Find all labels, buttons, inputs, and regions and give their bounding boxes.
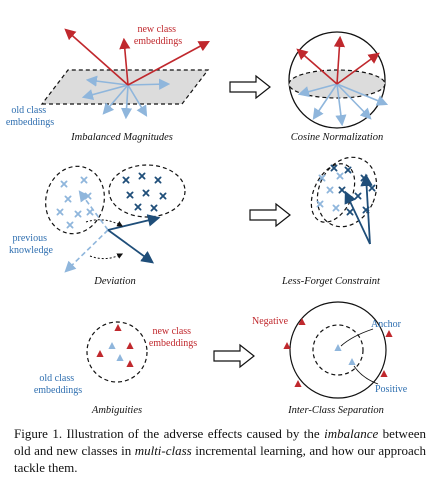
deviated-arrows <box>107 214 161 264</box>
caption-mid: between old and new classes in <box>14 426 426 458</box>
new-class-label-ambiguity: new class embeddings <box>149 326 197 349</box>
annotation-leaders <box>340 328 379 385</box>
previous-knowledge-arrows <box>64 190 109 273</box>
new-class-label: new class embeddings <box>134 24 182 47</box>
panel-cosine-normalization: Cosine Normalization <box>288 31 389 143</box>
normalized-new-arrows <box>296 35 380 85</box>
negative-label: Negative <box>252 316 289 327</box>
inner-margin <box>312 324 364 376</box>
normalized-old-arrows <box>297 83 389 127</box>
positive-label: Positive <box>375 384 408 395</box>
new-class-points <box>122 172 167 212</box>
transition-arrow-2 <box>249 203 291 227</box>
new-class-triangles <box>96 324 134 367</box>
panel-imbalanced-magnitudes: new class embeddings old class embedding… <box>6 24 210 143</box>
positive-point <box>348 358 356 365</box>
old-class-arrows <box>81 75 171 120</box>
panel-less-forget: Less-Forget Constraint <box>281 156 381 287</box>
deviation-indicators <box>85 219 124 260</box>
panel-caption-ambiguities: Ambiguities <box>91 405 142 416</box>
panel-caption-imbalanced: Imbalanced Magnitudes <box>70 132 173 143</box>
old-class-cluster <box>45 165 105 235</box>
caption-prefix: Figure 1. Illustration of the adverse ef… <box>14 426 325 441</box>
figure-diagram: new class embeddings old class embedding… <box>6 24 408 416</box>
figure-caption: Figure 1. Illustration of the adverse ef… <box>14 425 426 476</box>
ambiguity-boundary <box>86 321 148 383</box>
panel-deviation: previous knowledge Deviation <box>9 164 186 287</box>
old-class-triangles <box>108 342 124 361</box>
anchor-point <box>334 344 342 351</box>
unit-sphere <box>288 31 386 129</box>
caption-suffix: incremental learning, and how our approa… <box>14 443 426 475</box>
caption-em-imbalance: imbalance <box>324 426 379 441</box>
panel-caption-less-forget: Less-Forget Constraint <box>281 276 381 287</box>
panel-ambiguities: new class embeddings old class embedding… <box>34 321 197 416</box>
panel-inter-class: Negative Anchor Positive Inter-Class Sep… <box>252 301 408 416</box>
previous-knowledge-label: previous knowledge <box>9 233 53 256</box>
panel-caption-deviation: Deviation <box>93 276 135 287</box>
new-class-arrows <box>64 28 210 86</box>
embedding-plane <box>40 69 210 105</box>
panel-caption-inter-class: Inter-Class Separation <box>287 405 384 416</box>
transition-arrow-3 <box>213 344 255 368</box>
transition-arrow-1 <box>229 75 271 99</box>
old-class-label-ambiguity: old class embeddings <box>34 373 82 396</box>
constrained-arrows <box>344 173 373 245</box>
panel-caption-cosine: Cosine Normalization <box>291 132 383 143</box>
caption-em-multiclass: multi-class <box>134 443 192 458</box>
new-class-cluster-aligned <box>316 156 378 228</box>
outer-margin <box>289 301 387 399</box>
old-class-label: old class embeddings <box>6 105 54 128</box>
anchor-label: Anchor <box>371 319 402 330</box>
